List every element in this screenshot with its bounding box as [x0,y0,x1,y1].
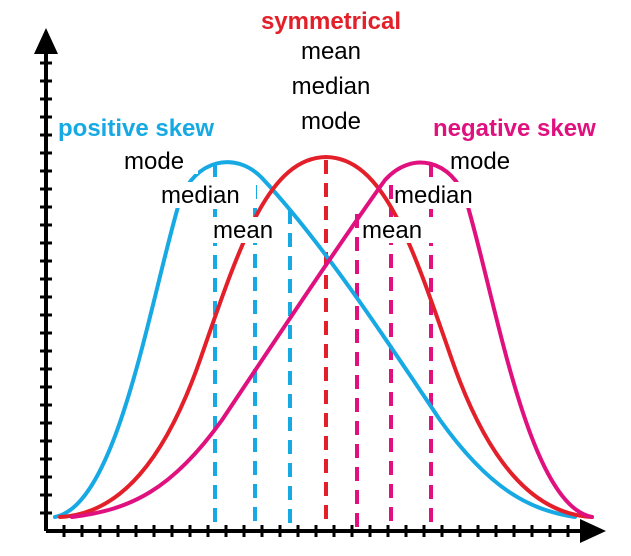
y-axis-arrowhead [34,28,58,54]
positive-skew-curve [53,160,577,519]
negative-mean-label-bg [362,217,438,243]
negative-skew-title: negative skew [433,115,596,142]
positive-skew-title: positive skew [58,115,214,142]
negative-median-label-bg [394,182,490,208]
negative-mode-label: mode [450,148,510,175]
positive-median-label: median [161,182,240,209]
negative-skew-curve [70,160,594,519]
positive-mean-label-bg [212,217,288,243]
positive-mode-label: mode [124,148,184,175]
positive-mean-label: mean [213,217,273,244]
symmetrical-curve [58,154,594,519]
symmetrical-mean-label: mean [301,38,361,65]
positive-median-label-bg [160,182,256,208]
symmetrical-title: symmetrical [261,8,401,35]
symmetrical-mode-label: mode [301,108,361,135]
negative-mean-label: mean [362,217,422,244]
negative-median-label: median [394,182,473,209]
x-axis-arrowhead [580,519,606,543]
symmetrical-median-label: median [292,73,371,100]
positive-mode-label-bg [124,148,198,174]
